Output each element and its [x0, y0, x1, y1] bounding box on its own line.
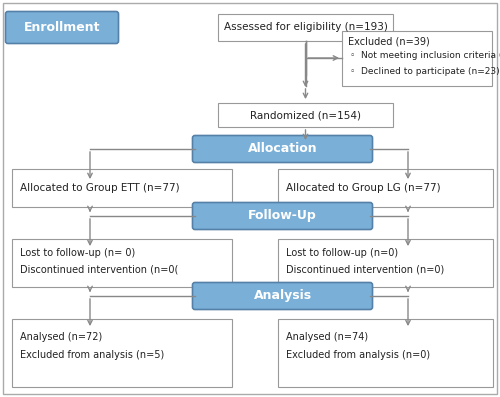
Text: Assessed for eligibility (n=193): Assessed for eligibility (n=193)	[224, 23, 388, 33]
Text: Allocation: Allocation	[248, 143, 318, 156]
FancyBboxPatch shape	[278, 239, 493, 287]
FancyBboxPatch shape	[192, 202, 372, 229]
Text: Discontinued intervention (n=0): Discontinued intervention (n=0)	[286, 264, 444, 274]
Text: ◦  Declined to participate (n=23): ◦ Declined to participate (n=23)	[350, 67, 500, 75]
Text: Analysed (n=72): Analysed (n=72)	[20, 332, 102, 342]
FancyBboxPatch shape	[218, 14, 393, 41]
FancyBboxPatch shape	[192, 135, 372, 162]
FancyBboxPatch shape	[278, 319, 493, 387]
FancyBboxPatch shape	[218, 103, 393, 127]
Text: Follow-Up: Follow-Up	[248, 210, 317, 222]
Text: Analysed (n=74): Analysed (n=74)	[286, 332, 368, 342]
FancyBboxPatch shape	[342, 31, 492, 86]
Text: Lost to follow-up (n=0): Lost to follow-up (n=0)	[286, 248, 398, 258]
FancyBboxPatch shape	[12, 169, 232, 207]
Text: Excluded from analysis (n=5): Excluded from analysis (n=5)	[20, 350, 164, 360]
FancyBboxPatch shape	[192, 283, 372, 310]
Text: Enrollment: Enrollment	[24, 21, 100, 34]
FancyBboxPatch shape	[12, 239, 232, 287]
Text: Excluded (n=39): Excluded (n=39)	[348, 36, 430, 46]
Text: ◦  Not meeting inclusion criteria (n=16): ◦ Not meeting inclusion criteria (n=16)	[350, 52, 500, 60]
Text: Analysis: Analysis	[254, 289, 312, 303]
Text: Discontinued intervention (n=0(: Discontinued intervention (n=0(	[20, 264, 178, 274]
Text: Excluded from analysis (n=0): Excluded from analysis (n=0)	[286, 350, 430, 360]
Text: Allocated to Group LG (n=77): Allocated to Group LG (n=77)	[286, 183, 440, 193]
FancyBboxPatch shape	[6, 12, 118, 44]
Text: Randomized (n=154): Randomized (n=154)	[250, 110, 361, 120]
Text: Allocated to Group ETT (n=77): Allocated to Group ETT (n=77)	[20, 183, 180, 193]
FancyBboxPatch shape	[12, 319, 232, 387]
FancyBboxPatch shape	[278, 169, 493, 207]
Text: Lost to follow-up (n= 0): Lost to follow-up (n= 0)	[20, 248, 135, 258]
